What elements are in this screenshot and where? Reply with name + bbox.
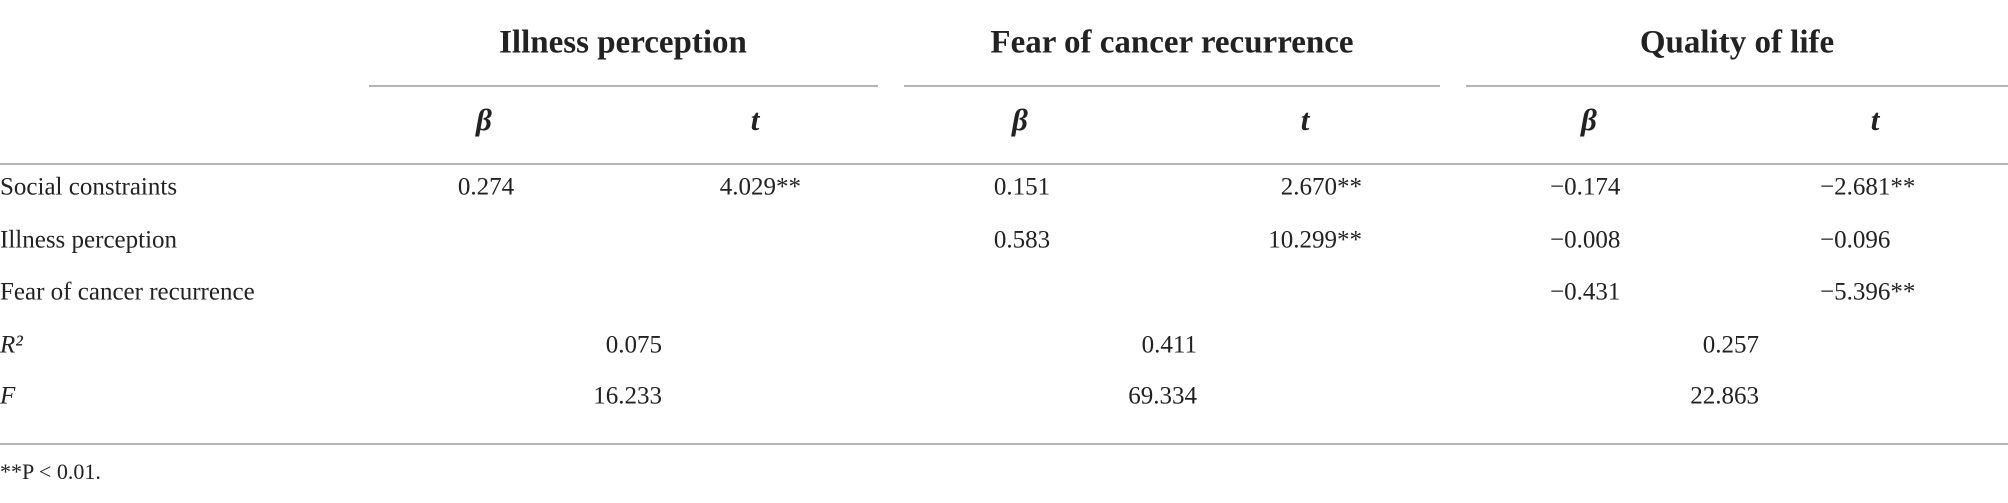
column-header: t — [751, 102, 761, 137]
row-label: F — [0, 383, 16, 410]
column-header: β — [475, 102, 492, 137]
cell: 0.274 — [458, 174, 515, 201]
group-header: Fear of cancer recurrence — [990, 25, 1353, 61]
cell: 69.334 — [1128, 383, 1197, 410]
cell: −0.008 — [1550, 227, 1620, 254]
cell: 2.670** — [1281, 174, 1362, 201]
cell: −0.096 — [1820, 227, 1890, 254]
row-label: R² — [0, 332, 23, 359]
cell: 0.411 — [1142, 332, 1197, 359]
cell: 0.075 — [606, 332, 662, 359]
cell: 16.233 — [593, 383, 662, 410]
row-label: Social constraints — [0, 174, 177, 201]
cell: 0.257 — [1703, 332, 1759, 359]
cell: 0.151 — [994, 174, 1050, 201]
footnote: **P < 0.01. — [0, 459, 101, 484]
cell: 4.029** — [720, 174, 801, 201]
cell: −0.174 — [1550, 174, 1621, 201]
column-header: β — [1011, 102, 1028, 137]
column-header: t — [1301, 102, 1311, 137]
column-header: β — [1580, 102, 1597, 137]
group-header: Illness perception — [499, 25, 747, 61]
cell: −2.681** — [1820, 174, 1915, 201]
cell: −0.431 — [1550, 279, 1620, 306]
cell: −5.396** — [1820, 279, 1915, 306]
row-label: Illness perception — [0, 227, 178, 254]
cell: 0.583 — [994, 227, 1050, 254]
column-header: t — [1871, 102, 1881, 137]
group-header: Quality of life — [1640, 25, 1834, 61]
cell: 10.299** — [1268, 227, 1362, 254]
row-label: Fear of cancer recurrence — [0, 279, 255, 306]
cell: 22.863 — [1690, 383, 1759, 410]
